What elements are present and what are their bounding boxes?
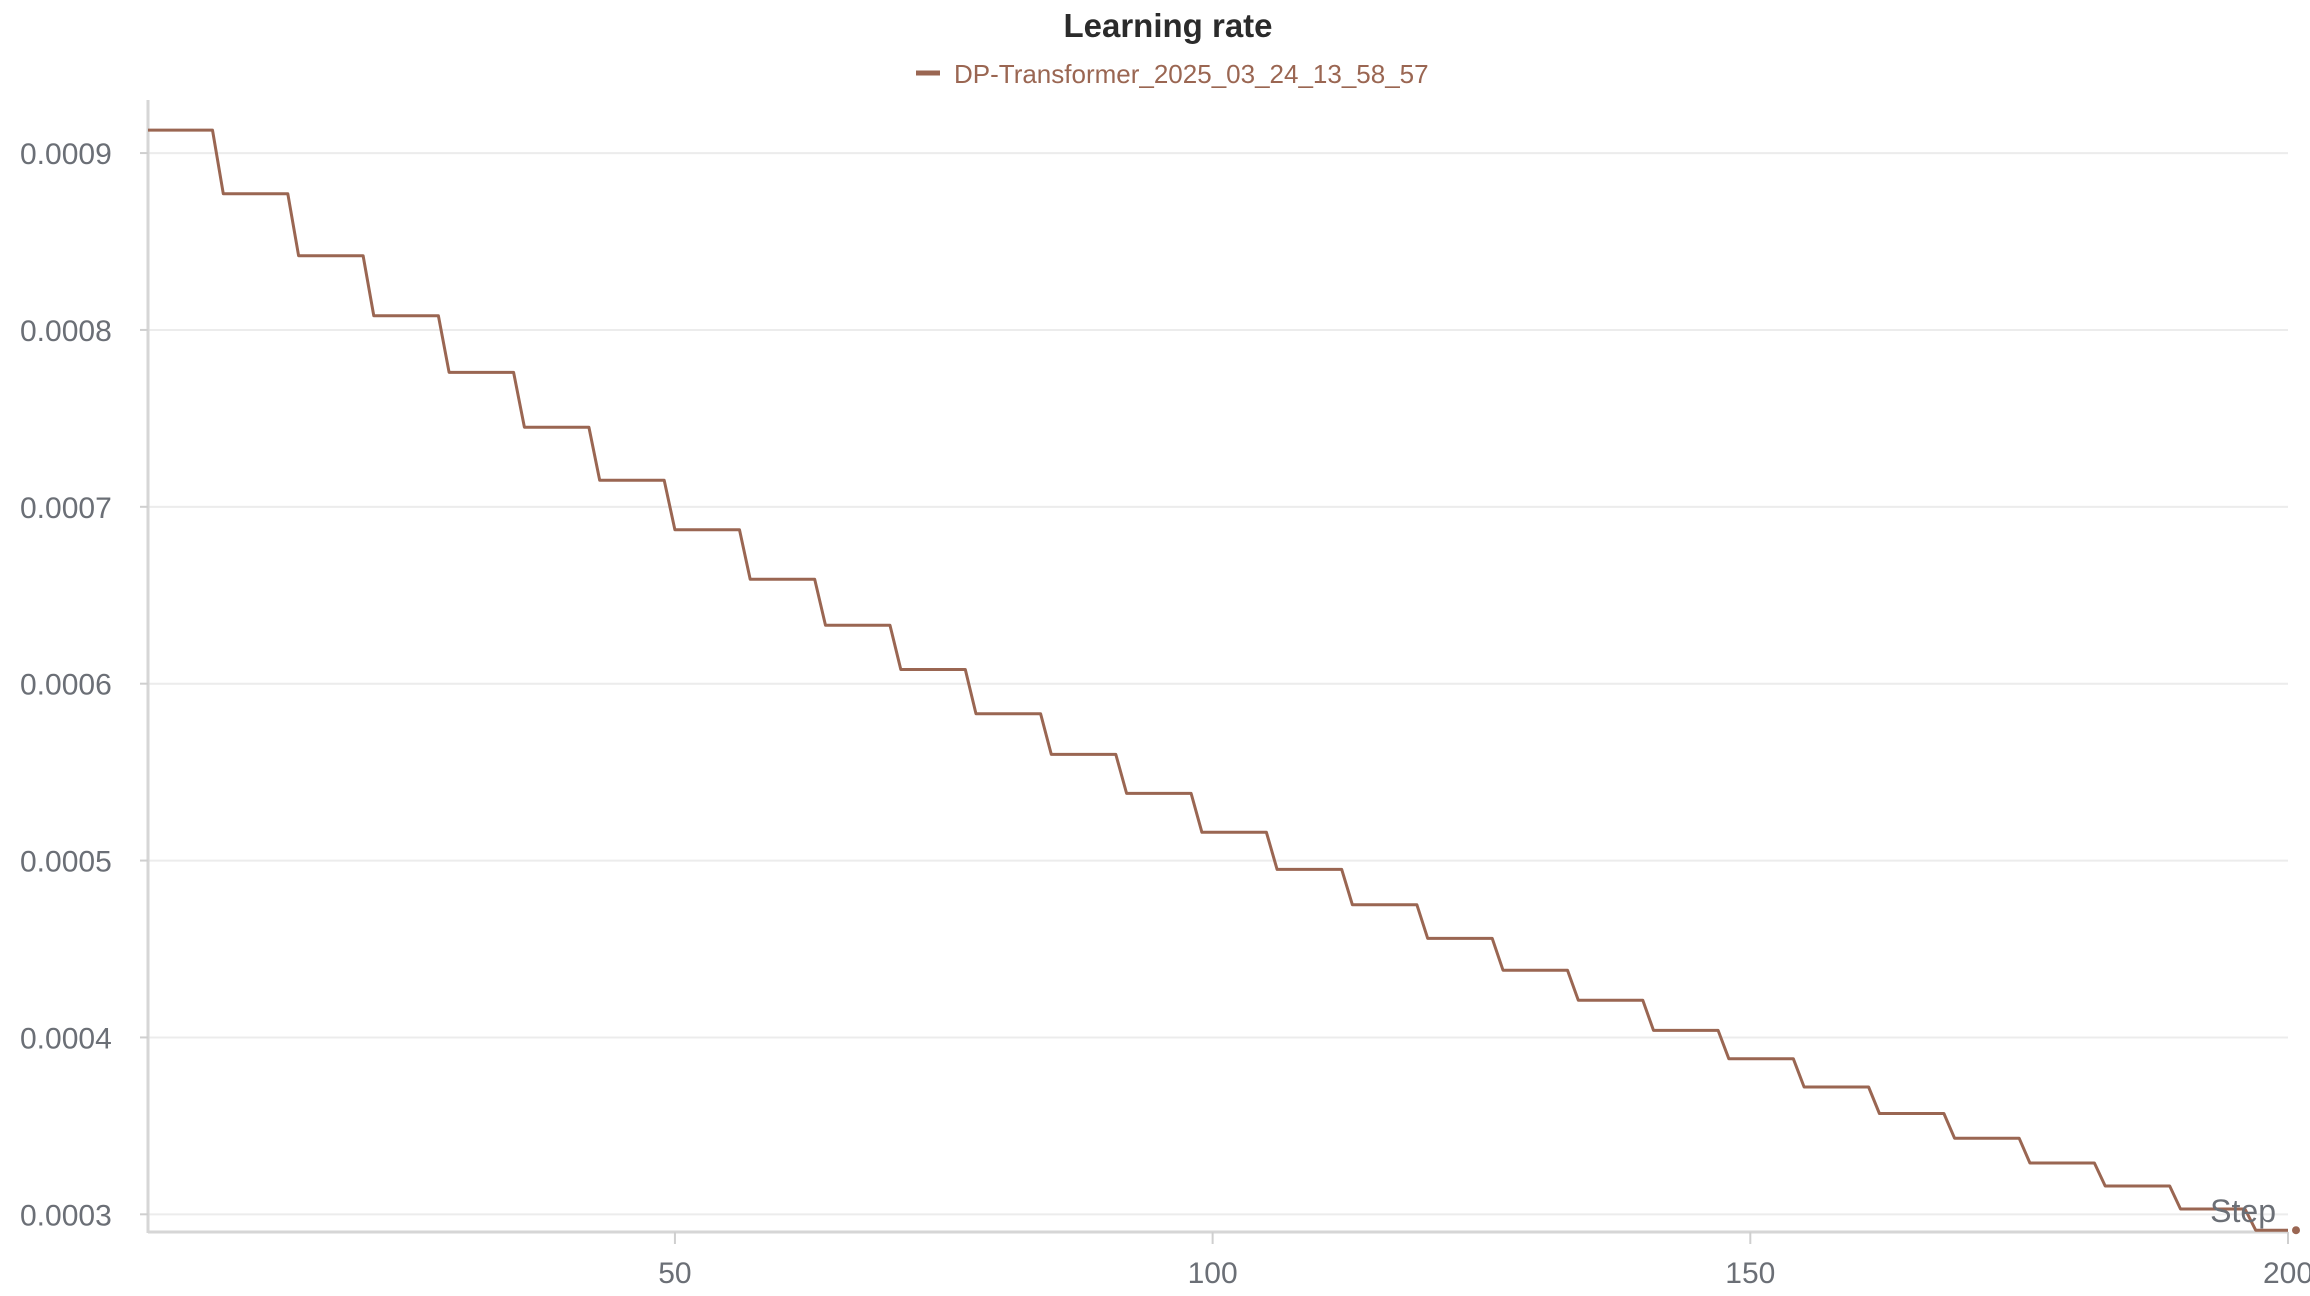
x-axis-label: Step [2210, 1193, 2276, 1229]
series-layer [148, 128, 2300, 1235]
x-tick-label: 50 [658, 1257, 691, 1290]
y-tick-label: 0.0007 [20, 492, 112, 525]
legend-label: DP-Transformer_2025_03_24_13_58_57 [954, 59, 1429, 89]
y-axis-ticks: 0.0003 0.0004 0.0005 0.0006 0.0007 0.0008 0.00… [20, 138, 148, 1232]
y-tick-label: 0.0003 [20, 1199, 112, 1232]
y-tick-label: 0.0008 [20, 315, 112, 348]
chart-title: Learning rate [1063, 7, 1272, 44]
x-axis-ticks: 50 100 150 200 [658, 1232, 2310, 1290]
y-tick-label: 0.0005 [20, 846, 112, 879]
y-tick-label: 0.0006 [20, 669, 112, 702]
axes [146, 100, 2288, 1234]
series-end-point[interactable] [2292, 1226, 2300, 1235]
legend[interactable]: DP-Transformer_2025_03_24_13_58_57 [916, 59, 1429, 89]
y-tick-label: 0.0009 [20, 138, 112, 171]
x-tick-label: 200 [2263, 1257, 2310, 1290]
series-line[interactable] [148, 128, 2288, 1232]
x-tick-label: 150 [1725, 1257, 1775, 1290]
grid-lines [148, 152, 2288, 1216]
x-tick-label: 100 [1188, 1257, 1238, 1290]
y-tick-label: 0.0004 [20, 1022, 112, 1055]
